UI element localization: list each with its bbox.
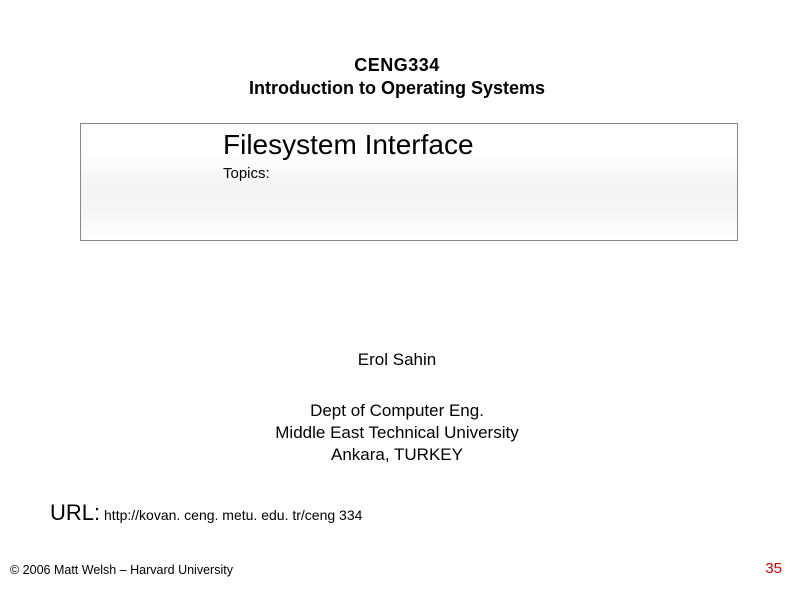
course-title: Introduction to Operating Systems bbox=[0, 78, 794, 99]
affiliation-block: Dept of Computer Eng. Middle East Techni… bbox=[0, 400, 794, 466]
topic-title: Filesystem Interface bbox=[223, 130, 737, 161]
header-block: CENG334 Introduction to Operating System… bbox=[0, 55, 794, 99]
slide-container: CENG334 Introduction to Operating System… bbox=[0, 0, 794, 595]
author-location: Ankara, TURKEY bbox=[0, 444, 794, 466]
topic-title-box: Filesystem Interface Topics: bbox=[80, 123, 738, 241]
author-name: Erol Sahin bbox=[0, 350, 794, 370]
slide-number: 35 bbox=[765, 560, 782, 577]
url-label: URL: bbox=[50, 500, 100, 525]
author-dept: Dept of Computer Eng. bbox=[0, 400, 794, 422]
author-university: Middle East Technical University bbox=[0, 422, 794, 444]
url-value: http://kovan. ceng. metu. edu. tr/ceng 3… bbox=[104, 507, 362, 523]
topics-label: Topics: bbox=[223, 165, 737, 182]
course-code: CENG334 bbox=[0, 55, 794, 76]
author-block: Erol Sahin bbox=[0, 350, 794, 370]
copyright-text: © 2006 Matt Welsh – Harvard University bbox=[10, 563, 233, 577]
url-block: URL: http://kovan. ceng. metu. edu. tr/c… bbox=[50, 500, 362, 526]
